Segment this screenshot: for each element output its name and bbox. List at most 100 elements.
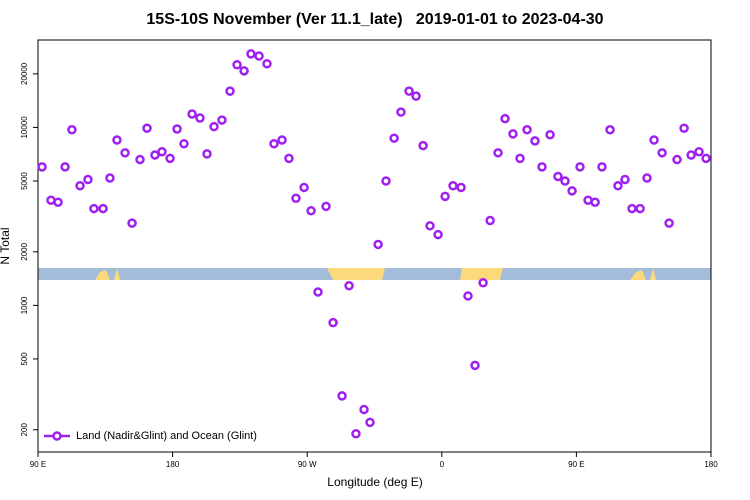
- point: [381, 176, 391, 186]
- x-axis-label: Longitude (deg E): [327, 475, 422, 489]
- point: [299, 182, 309, 193]
- point: [553, 171, 563, 182]
- point: [344, 280, 354, 291]
- point: [306, 206, 316, 216]
- point: [642, 173, 652, 183]
- point: [321, 201, 331, 212]
- point: [112, 135, 122, 145]
- y-tick-label: 2000: [20, 242, 29, 260]
- x-tick-label: 180: [704, 460, 718, 469]
- y-tick-label: 20000: [20, 62, 29, 85]
- point: [179, 138, 189, 149]
- x-tick-label: 90 W: [298, 460, 317, 469]
- land-patch: [650, 268, 656, 280]
- point: [664, 218, 674, 228]
- x-tick-label: 90 E: [568, 460, 584, 469]
- point: [597, 162, 607, 172]
- x-tick-label: 0: [440, 460, 445, 469]
- x-tick-label: 180: [166, 460, 180, 469]
- point: [537, 162, 547, 172]
- point: [172, 124, 182, 134]
- point: [613, 181, 623, 191]
- point: [485, 215, 495, 226]
- legend-label: Land (Nadir&Glint) and Ocean (Glint): [76, 430, 257, 442]
- point: [672, 154, 682, 165]
- point: [157, 147, 167, 157]
- point: [425, 221, 435, 231]
- point: [470, 360, 480, 371]
- point: [277, 135, 287, 145]
- point: [217, 115, 227, 125]
- point: [150, 150, 160, 160]
- point: [456, 182, 466, 193]
- point: [254, 51, 264, 61]
- point: [463, 291, 473, 301]
- point: [246, 49, 256, 59]
- land-patch: [327, 268, 385, 280]
- point: [440, 191, 450, 202]
- point: [545, 129, 555, 140]
- point: [627, 203, 637, 214]
- point: [567, 186, 577, 196]
- y-tick-label: 200: [20, 423, 29, 437]
- point: [262, 58, 272, 69]
- point: [365, 417, 375, 428]
- point: [522, 125, 532, 135]
- point: [37, 162, 47, 172]
- point: [396, 107, 406, 117]
- point: [328, 317, 338, 328]
- point: [389, 133, 399, 143]
- point: [209, 121, 219, 132]
- point: [418, 140, 428, 151]
- point: [142, 123, 152, 133]
- y-axis-label: N Total: [0, 227, 12, 264]
- point: [649, 135, 659, 145]
- chart-title: 15S-10S November (Ver 11.1_late) 2019-01…: [146, 11, 603, 28]
- plot-frame: [37, 39, 712, 453]
- point: [411, 91, 421, 101]
- point: [433, 229, 443, 240]
- point: [404, 86, 414, 96]
- point: [351, 428, 361, 439]
- point: [225, 86, 235, 96]
- point: [515, 153, 525, 164]
- point: [120, 148, 130, 158]
- point: [291, 193, 301, 204]
- point: [67, 125, 77, 135]
- land-patch: [460, 268, 503, 280]
- point: [478, 278, 488, 288]
- point: [60, 162, 70, 172]
- point: [679, 123, 689, 133]
- point: [448, 181, 458, 191]
- y-tick-label: 5000: [20, 172, 29, 190]
- point: [575, 162, 585, 172]
- point: [686, 150, 696, 160]
- point: [135, 154, 145, 165]
- point: [590, 197, 600, 207]
- point: [75, 181, 85, 191]
- point: [359, 404, 369, 415]
- point: [560, 176, 570, 186]
- y-tick-label: 500: [20, 352, 29, 366]
- map-strip: [38, 268, 711, 280]
- point: [239, 66, 249, 76]
- point: [337, 391, 347, 401]
- point: [269, 138, 279, 149]
- point: [605, 125, 615, 135]
- point: [620, 174, 630, 185]
- y-tick-label: 10000: [20, 116, 29, 139]
- x-tick-label: 90 E: [30, 460, 46, 469]
- point: [98, 203, 108, 214]
- point: [127, 218, 137, 228]
- point: [493, 148, 503, 158]
- point: [694, 147, 704, 157]
- land-patch: [630, 270, 646, 280]
- legend-marker: [52, 431, 62, 441]
- point: [500, 113, 510, 124]
- point: [89, 203, 99, 214]
- point: [508, 129, 518, 139]
- y-tick-label: 1000: [20, 296, 29, 314]
- point: [187, 109, 197, 119]
